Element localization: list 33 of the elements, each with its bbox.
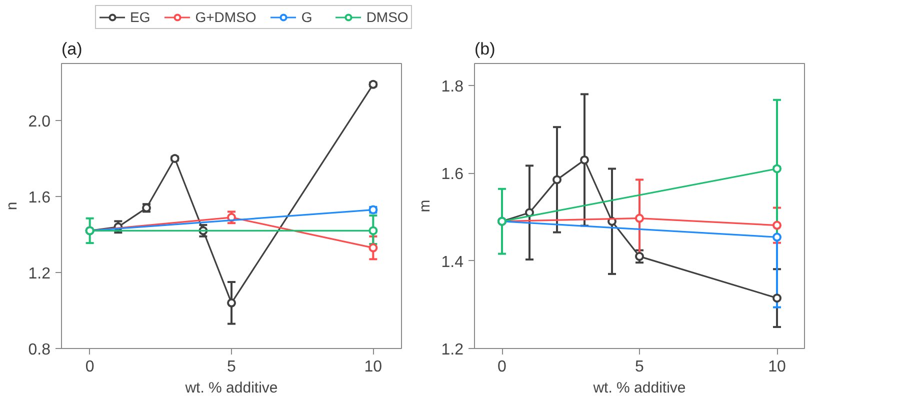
legend-label: EG [130,9,150,25]
legend-label: DMSO [366,9,408,25]
point [772,294,782,303]
x-tick-label: 0 [85,358,94,376]
x-tick-label: 5 [227,358,236,376]
point [552,175,562,184]
x-tick-label: 0 [498,358,507,376]
point [635,214,644,223]
legend-label: G [301,9,314,25]
legend-label: G+DMSO [195,9,256,25]
point [772,220,782,230]
y-tick-label: 1.2 [28,266,51,282]
x-axis-title: wt. % additive [184,380,278,396]
point [635,252,644,261]
point [772,232,782,242]
point [368,80,378,89]
x-tick-label: 5 [635,358,644,376]
y-tick-label: 1.2 [441,342,464,358]
y-tick-label: 1.6 [28,190,51,206]
y-axis-title: m [416,200,434,212]
x-axis-title: wt. % additive [592,380,686,396]
chart-title: (b) [474,40,496,58]
x-tick-label: 10 [364,358,382,376]
point [580,155,589,164]
y-tick-label: 2.0 [28,114,51,130]
y-axis-title: n [3,202,20,210]
y-tick-label: 1.4 [441,254,464,271]
chart-title: (a) [62,40,82,58]
point [227,298,236,308]
y-tick-label: 1.6 [441,166,464,184]
x-tick-label: 10 [768,358,786,376]
y-tick-label: 1.8 [441,78,464,96]
y-tick-label: 0.8 [28,342,51,358]
